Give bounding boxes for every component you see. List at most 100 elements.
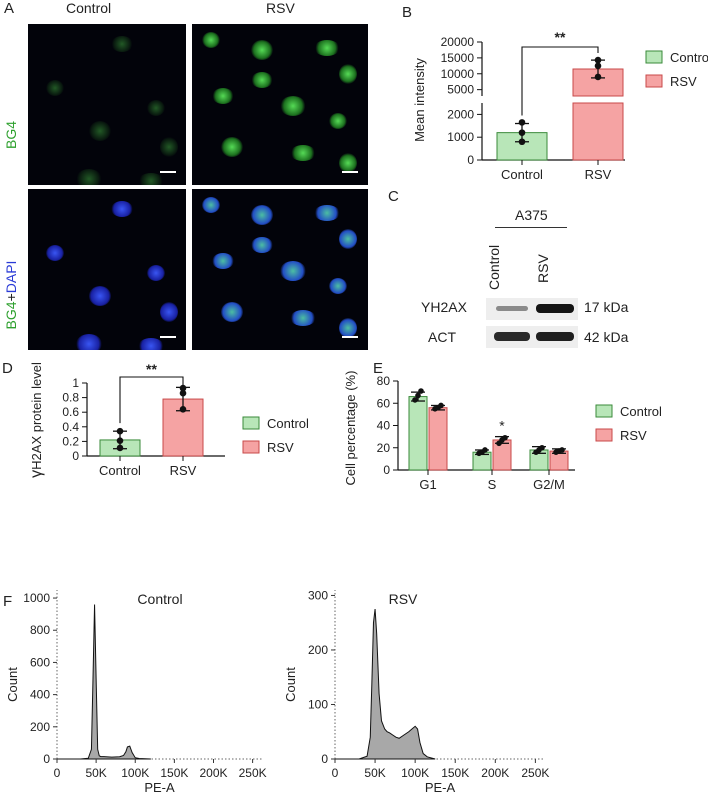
x-tick-label: 150K: [441, 766, 469, 780]
nucleus: [201, 197, 220, 214]
legend-swatch-rsv: [242, 440, 260, 454]
significance-bracket: [521, 46, 599, 116]
nucleus: [211, 253, 234, 270]
x-tick-label: 0: [332, 766, 339, 780]
y-tick-label: 20: [377, 441, 391, 455]
y-tick-label: 5000: [447, 83, 474, 97]
chart-title: RSV: [389, 591, 418, 607]
nucleus: [338, 229, 357, 250]
significance-label: *: [499, 418, 505, 434]
data-point: [559, 447, 565, 453]
band-yh2ax-control: [496, 306, 528, 311]
y-axis-label: Count: [283, 667, 298, 702]
blot-size-17kda: 17 kDa: [584, 299, 629, 315]
y-tick-label: 60: [377, 396, 391, 410]
y-tick-label: 0: [321, 752, 328, 766]
chart-d: D 00.20.40.60.81 γH2AX protein level Contro…: [2, 360, 309, 478]
x-tick-label: S: [488, 477, 497, 492]
significance-label: **: [146, 361, 157, 377]
histogram-area: [57, 604, 151, 760]
y-tick-label: 0.4: [62, 420, 79, 434]
nucleus: [280, 96, 306, 117]
nucleus: [289, 144, 316, 161]
data-point: [518, 119, 526, 126]
y-tick-label: 80: [377, 374, 391, 388]
blot-strip-act: [486, 326, 578, 348]
blot-size-42kda: 42 kDa: [584, 329, 629, 345]
y-tick-label: 15000: [441, 51, 475, 65]
y-axis-label-prefix: γ: [28, 470, 45, 478]
legend-label-rsv: RSV: [267, 440, 294, 455]
y-tick-label: 0.8: [62, 391, 79, 405]
x-tick-label: RSV: [170, 463, 197, 478]
nucleus: [146, 265, 165, 282]
nucleus: [89, 120, 112, 141]
micrograph-rsv-bg4: [192, 24, 368, 185]
x-tick-label: 50K: [364, 766, 385, 780]
blot-protein-act: ACT: [428, 329, 456, 345]
y-tick-label: 600: [30, 655, 50, 669]
y-tick-label: 1000: [447, 130, 474, 144]
y-tick-label: 1000: [23, 591, 50, 605]
data-point: [518, 129, 526, 136]
bar-rsv-lower: [572, 102, 624, 161]
panel-letter-c: C: [388, 188, 399, 205]
legend-swatch-rsv: [645, 74, 663, 88]
x-tick-label: 200K: [481, 766, 509, 780]
panel-letter-b: B: [402, 4, 412, 21]
nucleus: [137, 172, 164, 185]
blot-protein-yh2ax: YH2AX: [421, 299, 467, 315]
nucleus: [159, 301, 178, 322]
y-tick-label: 200: [308, 643, 328, 657]
panel-letter-a: A: [4, 0, 15, 17]
x-tick-label: 250K: [521, 766, 549, 780]
chart-f-control: F 0 200 400 600 800 1000 0 50K 100K 150K 200K 250K PE…: [3, 590, 267, 795]
y-axis-label: Cell percentage (%): [343, 371, 358, 486]
micrograph-control-merge: [28, 189, 186, 350]
band-act-control: [494, 332, 530, 341]
cell-line-bracket: [495, 227, 567, 228]
nucleus: [45, 80, 64, 97]
y-tick-label: 800: [30, 623, 50, 637]
y-tick-label: 1: [72, 376, 79, 390]
data-point: [594, 73, 602, 81]
scale-bar: [160, 336, 176, 338]
legend-swatch-control: [645, 50, 663, 64]
data-point: [179, 389, 187, 397]
data-point: [518, 138, 526, 146]
x-tick-label: Control: [99, 463, 141, 478]
nucleus: [211, 88, 234, 105]
legend-label-rsv: RSV: [620, 428, 647, 443]
x-tick-label: RSV: [585, 167, 612, 182]
y-axis-label-main: H2AX protein level: [29, 362, 44, 470]
nucleus: [250, 237, 273, 254]
data-point: [415, 392, 421, 399]
y-axis-label: Mean intensity: [412, 58, 427, 142]
legend-swatch-control: [595, 404, 613, 418]
y-tick-label: 10000: [441, 67, 475, 81]
y-tick-label: 300: [308, 588, 328, 602]
legend-swatch-rsv: [595, 428, 613, 442]
data-point: [482, 447, 488, 453]
chart-title: Control: [137, 591, 182, 607]
nucleus: [76, 168, 103, 185]
nucleus: [221, 136, 244, 157]
nucleus: [45, 245, 64, 262]
data-point: [594, 56, 602, 64]
legend-swatch-control: [242, 416, 260, 430]
blot-strip-yh2ax: [486, 298, 578, 320]
legend-label-control: Control: [267, 416, 309, 431]
x-axis-label: PE-A: [425, 780, 456, 795]
nucleus: [314, 40, 341, 57]
cell-line-label: A375: [515, 207, 548, 223]
panel-letter-e: E: [373, 360, 383, 377]
nucleus: [280, 261, 306, 282]
nucleus: [146, 100, 165, 117]
scale-bar: [160, 171, 176, 173]
data-point: [438, 402, 444, 409]
nucleus: [221, 301, 244, 322]
micrograph-control-bg4: [28, 24, 186, 185]
data-point: [116, 427, 124, 435]
